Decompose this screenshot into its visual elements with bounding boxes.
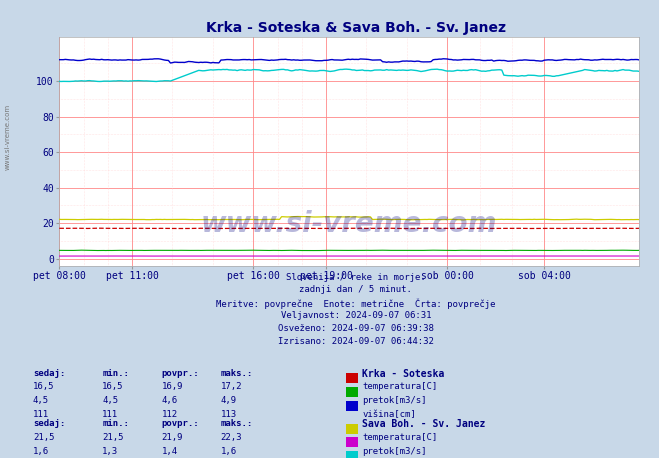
Text: 112: 112	[161, 410, 177, 419]
Text: Krka - Soteska & Sava Boh. - Sv. Janez: Krka - Soteska & Sava Boh. - Sv. Janez	[206, 21, 506, 35]
Text: višina[cm]: višina[cm]	[362, 410, 416, 419]
Text: 111: 111	[102, 410, 118, 419]
Text: 1,3: 1,3	[102, 447, 118, 456]
Text: 16,5: 16,5	[102, 382, 124, 392]
Text: 16,5: 16,5	[33, 382, 55, 392]
Text: 4,6: 4,6	[161, 396, 177, 405]
Text: maks.:: maks.:	[221, 369, 253, 378]
Text: 1,6: 1,6	[221, 447, 237, 456]
Text: temperatura[C]: temperatura[C]	[362, 433, 438, 442]
Text: 21,5: 21,5	[33, 433, 55, 442]
Text: maks.:: maks.:	[221, 419, 253, 428]
Text: pretok[m3/s]: pretok[m3/s]	[362, 396, 427, 405]
Text: Meritve: povprečne  Enote: metrične  Črta: povprečje: Meritve: povprečne Enote: metrične Črta:…	[216, 298, 496, 309]
Text: 21,9: 21,9	[161, 433, 183, 442]
Text: Krka - Soteska: Krka - Soteska	[362, 369, 445, 379]
Text: Veljavnost: 2024-09-07 06:31: Veljavnost: 2024-09-07 06:31	[281, 311, 431, 320]
Text: 17,2: 17,2	[221, 382, 243, 392]
Text: pretok[m3/s]: pretok[m3/s]	[362, 447, 427, 456]
Text: 22,3: 22,3	[221, 433, 243, 442]
Text: Sava Boh. - Sv. Janez: Sava Boh. - Sv. Janez	[362, 419, 486, 429]
Text: 113: 113	[221, 410, 237, 419]
Text: 21,5: 21,5	[102, 433, 124, 442]
Text: www.si-vreme.com: www.si-vreme.com	[201, 210, 498, 239]
Text: min.:: min.:	[102, 369, 129, 378]
Text: 16,9: 16,9	[161, 382, 183, 392]
Text: 1,4: 1,4	[161, 447, 177, 456]
Text: sedaj:: sedaj:	[33, 369, 65, 378]
Text: zadnji dan / 5 minut.: zadnji dan / 5 minut.	[299, 285, 413, 294]
Text: 4,9: 4,9	[221, 396, 237, 405]
Text: 4,5: 4,5	[33, 396, 49, 405]
Text: temperatura[C]: temperatura[C]	[362, 382, 438, 392]
Text: 111: 111	[33, 410, 49, 419]
Text: www.si-vreme.com: www.si-vreme.com	[5, 104, 11, 170]
Text: sedaj:: sedaj:	[33, 419, 65, 428]
Text: 1,6: 1,6	[33, 447, 49, 456]
Text: Slovenija / reke in morje.: Slovenija / reke in morje.	[286, 273, 426, 282]
Text: 4,5: 4,5	[102, 396, 118, 405]
Text: min.:: min.:	[102, 419, 129, 428]
Text: Izrisano: 2024-09-07 06:44:32: Izrisano: 2024-09-07 06:44:32	[278, 337, 434, 346]
Text: Osveženo: 2024-09-07 06:39:38: Osveženo: 2024-09-07 06:39:38	[278, 324, 434, 333]
Text: povpr.:: povpr.:	[161, 419, 199, 428]
Text: povpr.:: povpr.:	[161, 369, 199, 378]
